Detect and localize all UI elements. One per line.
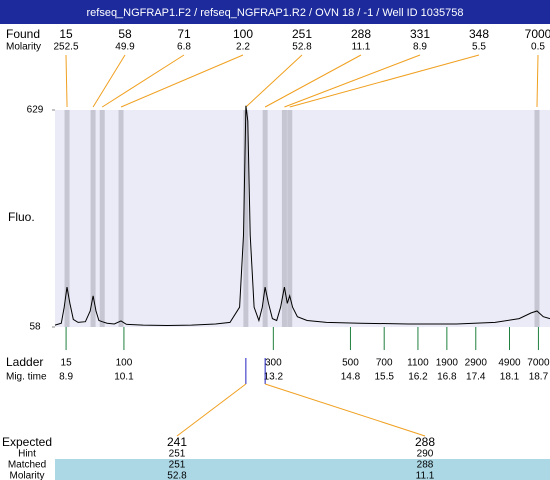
match-connector [264,383,426,437]
trace [54,105,550,327]
peak-connector [536,54,539,108]
expected-hint: 251 [169,449,186,460]
ladder-size: 7000 [527,358,550,369]
found-size: 7000 [525,27,550,41]
peak-connector [264,54,362,108]
row-label: Molarity [9,471,44,480]
found-size: 348 [469,27,489,41]
ladder-size: 1900 [436,358,459,369]
title-bar [0,0,550,24]
peak-band [118,110,124,327]
expected-matched: 288 [417,460,434,471]
found-molarity: 2.2 [236,42,250,53]
found-size: 58 [118,27,132,41]
row-label: Matched [8,460,46,471]
y-axis-label: Fluo. [8,210,35,224]
peak-band [99,110,105,327]
ladder-time: 8.9 [59,372,73,383]
ladder-time: 15.5 [374,372,394,383]
expected-label: Expected [2,435,52,449]
found-size: 71 [177,27,191,41]
found-size: 15 [59,27,73,41]
found-label: Found [6,27,40,41]
molarity-label: Molarity [6,42,41,53]
found-size: 100 [233,27,253,41]
found-size: 251 [292,27,312,41]
ladder-label: Ladder [6,355,43,369]
peak-band [243,110,249,327]
peak-connector [65,54,68,108]
ladder-time: 13.2 [264,372,284,383]
expected-hint: 290 [417,449,434,460]
expected-size: 241 [167,435,187,449]
title: refseq_NGFRAP1.F2 / refseq_NGFRAP1.R2 / … [86,7,463,19]
row-label: Hint [18,449,36,460]
found-molarity: 252.5 [53,42,78,53]
peak-band [534,110,540,327]
y-tick-label: 58 [29,322,41,333]
y-tick-label: 629 [27,105,44,116]
found-molarity: 0.5 [531,42,545,53]
peak-connector [245,54,303,108]
found-molarity: 11.1 [352,42,371,53]
plot-area [55,110,550,327]
mig-time-label: Mig. time [6,372,47,383]
peak-connector [284,54,421,108]
peak-connector [120,54,244,108]
ladder-size: 2900 [465,358,488,369]
ladder-size: 15 [61,358,73,369]
found-molarity: 6.8 [177,42,191,53]
found-molarity: 8.9 [413,42,427,53]
found-molarity: 49.9 [115,42,135,53]
expected-molarity: 11.1 [416,471,435,480]
expected-molarity: 52.8 [167,471,187,480]
ladder-time: 14.8 [341,372,361,383]
peak-connector [92,54,126,108]
peak-band [90,110,96,327]
ladder-size: 500 [342,358,359,369]
ladder-time: 16.8 [437,372,457,383]
found-molarity: 5.5 [472,42,486,53]
expected-matched: 251 [169,460,186,471]
found-molarity: 52.8 [292,42,312,53]
ladder-size: 700 [376,358,393,369]
peak-connector [101,54,185,108]
ladder-time: 10.1 [114,372,134,383]
ladder-size: 300 [265,358,282,369]
ladder-size: 4900 [498,358,521,369]
ladder-size: 1100 [407,358,429,369]
ladder-time: 18.1 [500,372,520,383]
peak-band [281,110,287,327]
matched-band [55,459,550,480]
peak-band [64,110,70,327]
expected-size: 288 [415,435,435,449]
match-connector [176,383,247,437]
peak-connector [289,54,480,108]
found-size: 288 [351,27,371,41]
peak-band [262,110,268,327]
peak-band [287,110,293,327]
ladder-time: 18.7 [529,372,549,383]
ladder-size: 100 [116,358,133,369]
ladder-time: 16.2 [408,372,428,383]
found-size: 331 [410,27,430,41]
ladder-time: 17.4 [466,372,486,383]
